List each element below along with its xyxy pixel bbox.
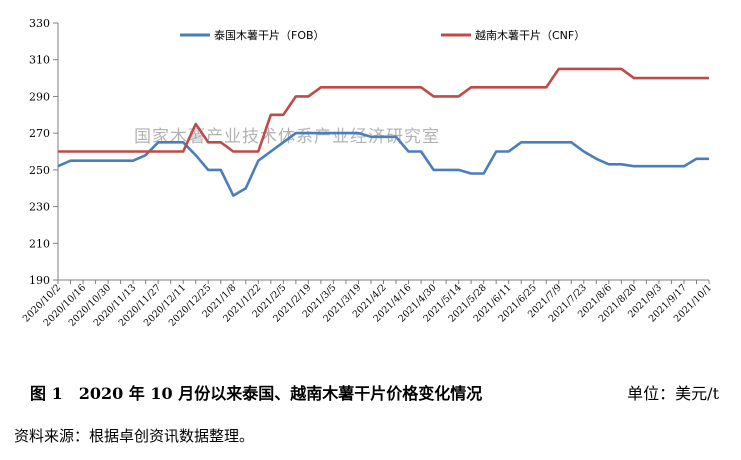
unit-label: 单位：美元/t	[627, 384, 719, 403]
series-line-1	[58, 67, 709, 153]
y-tick-label: 190	[29, 274, 50, 287]
y-tick-label: 270	[29, 127, 50, 140]
y-tick-label: 290	[29, 90, 50, 103]
chart-svg: 1902102302502702903103302020/10/22020/10…	[21, 17, 714, 329]
y-tick-label: 210	[29, 237, 50, 250]
y-tick-label: 250	[29, 164, 50, 177]
series-line-0	[57, 131, 709, 197]
y-tick-label: 330	[29, 17, 50, 30]
price-line-chart: 190 210 230 250 270 290 310 330 2020/10/2 2020/10…	[21, 17, 714, 329]
y-tick-label: 230	[29, 201, 50, 214]
y-tick-label: 310	[29, 54, 50, 67]
data-source-note: 资料来源：根据卓创资讯数据整理。	[14, 427, 255, 445]
figure-caption: 图 1 2020 年 10 月份以来泰国、越南木薯干片价格变化情况	[30, 384, 483, 403]
legend-label-1: 越南木薯干片（CNF）	[475, 28, 585, 42]
legend-label-0: 泰国木薯干片（FOB）	[214, 28, 325, 42]
